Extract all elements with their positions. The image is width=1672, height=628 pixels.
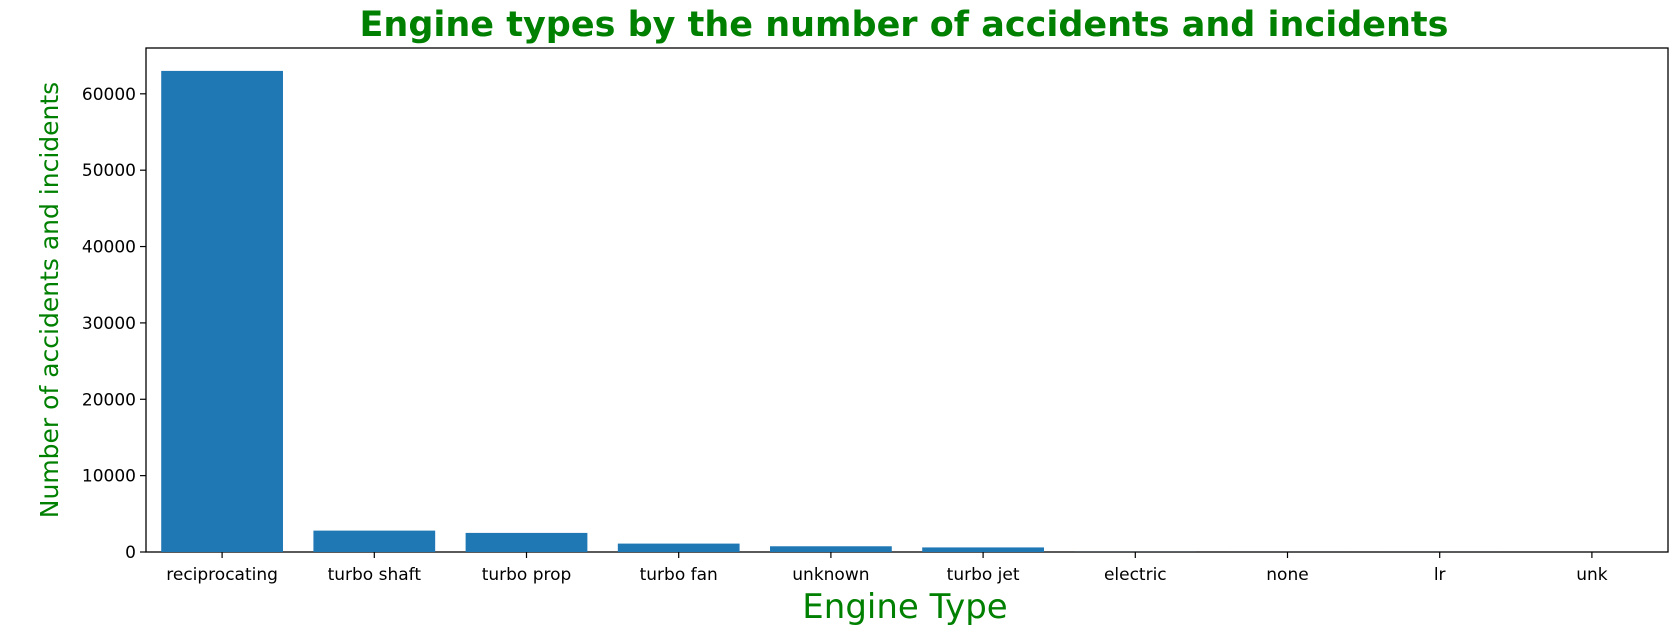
bar-unknown — [770, 546, 892, 552]
bars-group — [161, 70, 1653, 552]
x-tick-label: electric — [1104, 565, 1167, 585]
plot-frame — [145, 47, 1669, 553]
x-tick-label: turbo prop — [482, 565, 572, 585]
x-tick-label: unk — [1576, 565, 1608, 585]
plot-area: 0 10000 20000 30000 40000 50000 60000 reciproc… — [82, 47, 1669, 585]
x-axis-ticks: reciprocating turbo shaft turbo prop turbo … — [166, 552, 1608, 585]
y-axis-ticks: 0 10000 20000 30000 40000 50000 60000 — [82, 85, 146, 563]
bar-turbo-shaft — [313, 530, 436, 552]
chart-title: Engine types by the number of accidents … — [360, 5, 1449, 45]
y-tick-label: 20000 — [82, 390, 136, 410]
bar-reciprocating — [161, 70, 283, 552]
x-tick-label: turbo shaft — [328, 565, 422, 585]
y-tick-label: 40000 — [82, 238, 136, 258]
y-tick-label: 30000 — [82, 314, 136, 334]
y-tick-label: 0 — [125, 543, 136, 563]
x-tick-label: reciprocating — [166, 565, 278, 585]
y-axis-label: Number of accidents and incidents — [35, 82, 64, 518]
x-tick-label: lr — [1434, 565, 1446, 585]
x-tick-label: turbo fan — [640, 565, 718, 585]
x-tick-label: none — [1266, 565, 1308, 585]
bar-turbo-prop — [465, 532, 588, 552]
y-tick-label: 60000 — [82, 85, 136, 105]
bar-turbo-fan — [617, 543, 740, 552]
y-tick-label: 10000 — [82, 467, 136, 487]
y-tick-label: 50000 — [82, 161, 136, 181]
x-tick-label: turbo jet — [947, 565, 1020, 585]
x-tick-label: unknown — [792, 565, 869, 585]
bar-turbo-jet — [922, 547, 1044, 552]
x-axis-label: Engine Type — [802, 587, 1007, 627]
